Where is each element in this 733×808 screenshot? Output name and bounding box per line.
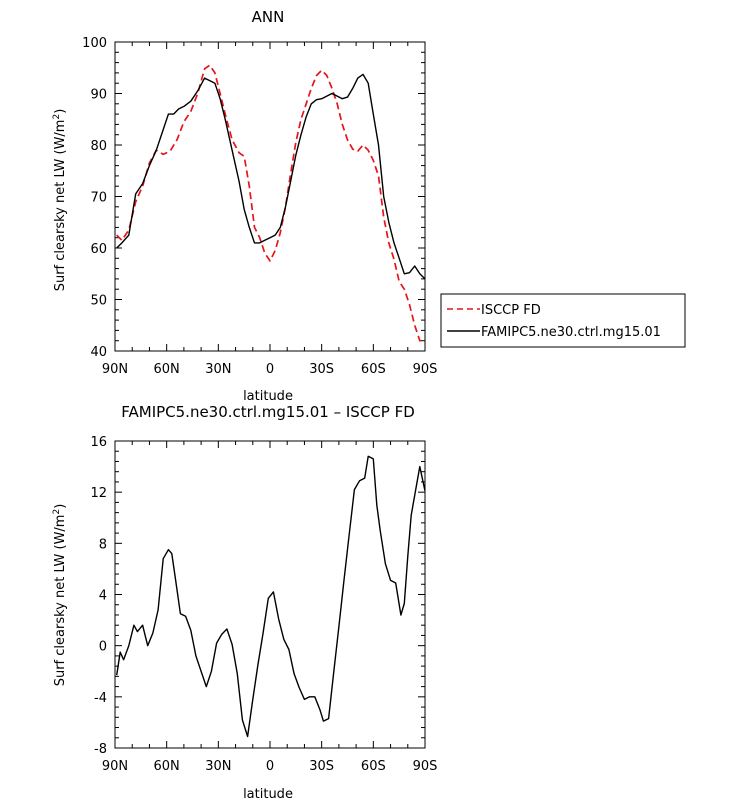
y-tick-label: 60 [90, 242, 107, 257]
bottom-chart-ticks [114, 440, 426, 749]
x-tick-label: 30S [309, 362, 334, 377]
y-tick-label: 50 [90, 294, 107, 309]
top-chart-y-axis-title: Surf clearsky net LW (W/m2) [52, 109, 68, 292]
bottom-chart-x-axis-title: latitude [243, 787, 293, 802]
x-tick-label: 0 [266, 759, 274, 774]
x-tick-label: 60S [361, 362, 386, 377]
bottom-chart-y-axis-title: Surf clearsky net LW (W/m2) [52, 504, 68, 687]
top-chart-y-axis-title-main: Surf clearsky net LW (W/m [53, 120, 68, 292]
y-tick-label: -4 [94, 691, 107, 706]
bottom-chart-y-axis-title-main: Surf clearsky net LW (W/m [53, 515, 68, 687]
y-tick-label: -8 [94, 742, 107, 757]
top-chart-y-axis-title-sup: 2 [52, 114, 62, 120]
x-tick-label: 30S [309, 759, 334, 774]
top-chart-series-layer [116, 64, 426, 342]
bottom-chart-title: FAMIPC5.ne30.ctrl.mg15.01 – ISCCP FD [121, 403, 415, 421]
x-tick-label: 30N [205, 759, 231, 774]
top-chart-ticks [114, 41, 426, 352]
legend-label-famipc5: FAMIPC5.ne30.ctrl.mg15.01 [481, 325, 661, 340]
bottom-chart-series-layer [116, 455, 426, 738]
y-tick-label: 4 [99, 589, 107, 604]
bottom-chart-y-axis-title-sup: 2 [52, 509, 62, 515]
x-tick-label: 90N [102, 362, 128, 377]
x-tick-label: 60N [154, 362, 180, 377]
top-chart-x-axis-title: latitude [243, 389, 293, 404]
y-tick-label: 8 [99, 537, 107, 552]
series-line-isccp-fd [116, 64, 425, 342]
y-tick-label: 100 [82, 36, 107, 51]
y-tick-label: 16 [90, 435, 107, 450]
y-tick-label: 0 [99, 640, 107, 655]
bottom-chart-difference: FAMIPC5.ne30.ctrl.mg15.01 – ISCCP FD 90N… [52, 403, 437, 802]
legend-label-isccp: ISCCP FD [481, 303, 541, 318]
x-tick-label: 90S [413, 759, 438, 774]
x-tick-label: 90N [102, 759, 128, 774]
bottom-chart-plot-frame [114, 440, 426, 749]
top-chart-y-axis-title-close: ) [53, 109, 68, 114]
x-tick-label: 30N [205, 362, 231, 377]
y-tick-label: 80 [90, 139, 107, 154]
x-tick-label: 0 [266, 362, 274, 377]
y-tick-label: 90 [90, 88, 107, 103]
bottom-chart-y-axis-title-close: ) [53, 504, 68, 509]
y-tick-label: 12 [90, 486, 107, 501]
y-tick-label: 70 [90, 191, 107, 206]
series-line-difference [116, 455, 426, 738]
top-chart-tick-labels: 90N 60N 30N 0 30S 60S 90S 40 50 60 70 80 90 100 [82, 36, 437, 377]
top-chart-plot-frame [114, 41, 426, 352]
top-chart-legend: ISCCP FD FAMIPC5.ne30.ctrl.mg15.01 [440, 293, 686, 348]
series-line-famipc5-ne30-ctrl-mg15-01 [116, 73, 426, 280]
y-tick-label: 40 [90, 345, 107, 360]
legend-box [440, 293, 686, 348]
x-tick-label: 60S [361, 759, 386, 774]
x-tick-label: 60N [154, 759, 180, 774]
top-chart-ann: ANN 90N 60N 30N 0 30S 60S 90S 40 50 60 70 80 90 100 l… [52, 8, 686, 404]
top-chart-title: ANN [252, 8, 285, 26]
bottom-chart-tick-labels: 90N 60N 30N 0 30S 60S 90S -8 -4 0 4 8 12 16 [90, 435, 437, 774]
x-tick-label: 90S [413, 362, 438, 377]
